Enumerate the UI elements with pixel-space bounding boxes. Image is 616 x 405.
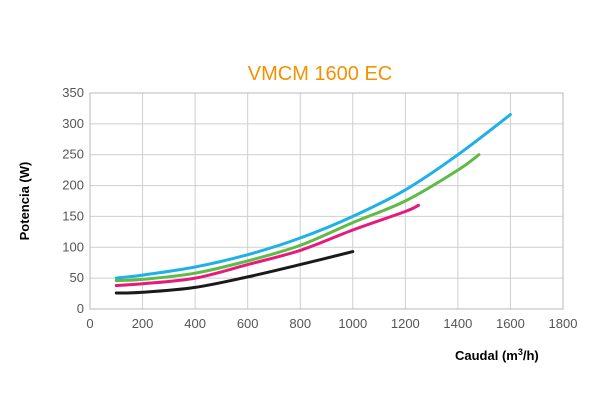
x-axis-label-main: Caudal (m	[455, 348, 518, 363]
y-tick-label: 150	[62, 208, 84, 223]
x-tick-label: 1400	[443, 316, 472, 331]
y-tick-label: 200	[62, 178, 84, 193]
x-tick-label: 1600	[496, 316, 525, 331]
series-line-4	[114, 250, 355, 295]
x-axis-label-tail: /h)	[523, 348, 539, 363]
x-tick-label: 1800	[549, 316, 578, 331]
x-tick-label: 1200	[391, 316, 420, 331]
y-tick-label: 50	[70, 270, 84, 285]
x-tick-label: 1000	[338, 316, 367, 331]
y-tick-label: 300	[62, 116, 84, 131]
chart-title: VMCM 1600 EC	[248, 63, 393, 85]
x-tick-label: 800	[289, 316, 311, 331]
y-tick-label: 350	[62, 85, 84, 100]
x-tick-label: 400	[184, 316, 206, 331]
x-axis-label-superscript: 3	[518, 347, 523, 357]
x-tick-label: 600	[237, 316, 259, 331]
x-axis-ticks: 0 200 400 600 800 1000 1200 1400 1600 1800	[86, 316, 577, 331]
y-tick-label: 100	[62, 239, 84, 254]
y-axis-label: Potencia (W)	[17, 162, 32, 241]
y-tick-label: 250	[62, 147, 84, 162]
x-tick-label: 0	[86, 316, 93, 331]
plot-frame	[89, 92, 564, 310]
series-lines	[114, 113, 512, 295]
series-line-3	[114, 203, 420, 287]
x-tick-label: 200	[132, 316, 154, 331]
x-axis-label: Caudal (m3/h)	[455, 347, 539, 363]
series-line-1	[114, 113, 512, 280]
series-line-2	[114, 153, 481, 283]
y-tick-label: 0	[77, 301, 84, 316]
y-axis-ticks: 0 50 100 150 200 250 300 350	[62, 85, 84, 316]
